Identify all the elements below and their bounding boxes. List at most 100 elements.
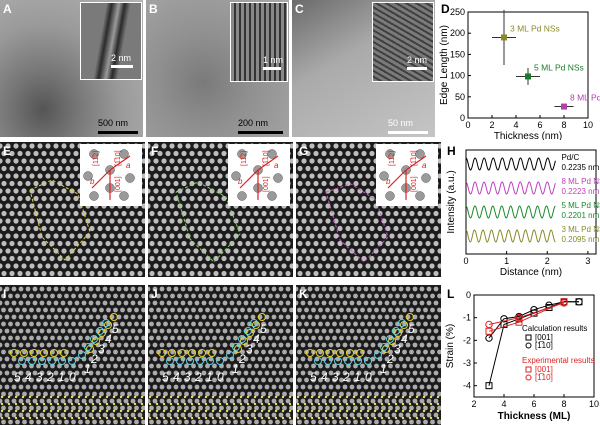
lattice-atom [325,233,331,239]
lattice-atom [191,419,196,425]
lattice-atom [81,225,87,232]
lattice-atom [313,225,319,232]
lattice-atom [0,412,3,418]
lattice-atom [342,384,348,390]
lattice-atom [289,143,293,149]
lattice-atom [278,300,284,306]
lattice-atom [370,398,376,404]
marker-dot [415,416,419,420]
marker-dot [49,409,53,413]
yellow-marker [20,349,28,357]
lattice-atom [285,384,291,390]
panel-label-e: E [3,144,12,158]
panel-b-inset: 1 nm [230,2,288,82]
lattice-atom [69,263,75,269]
marker-dot [28,402,32,406]
lattice-atom [349,370,355,376]
lattice-atom [57,165,63,172]
lattice-atom [43,377,48,383]
lattice-atom [296,412,299,418]
lattice-atom [1,255,7,262]
lattice-atom [363,370,369,376]
diagonal-number: 4 [105,332,112,346]
lattice-atom [92,377,97,383]
lattice-atom [285,398,291,404]
lattice-atom [67,300,73,306]
lattice-atom [254,391,259,397]
lattice-atom [53,203,59,209]
marker-dot [197,402,201,406]
marker-dot [260,416,264,420]
lattice-atom [71,307,76,313]
lattice-atom [177,419,182,425]
lattice-atom [149,363,154,369]
lattice-atom [339,293,344,299]
y-tick-label: 50 [455,92,465,102]
lattice-atom [0,384,3,390]
lattice-atom [137,370,143,376]
lattice-atom [285,286,291,292]
lattice-atom [314,286,320,292]
panel-b-inset-scalebar [263,67,281,70]
lattice-atom [88,314,94,320]
atom [119,191,129,201]
lattice-atom [423,307,428,313]
lattice-atom [71,419,76,425]
legend-exp-title: Experimental results [522,356,594,365]
legend-marker [525,342,532,349]
lattice-atom [102,370,108,376]
marker-dot [338,409,342,413]
marker-dot [119,402,123,406]
lattice-atom [149,405,154,411]
lattice-atom [365,203,371,209]
lattice-atom [127,321,132,327]
diagonal-number: 1 [232,362,239,376]
cyan-marker [102,319,110,327]
legend-entry: [001] [535,365,553,374]
lattice-atom [113,210,119,217]
lattice-atom [253,210,259,217]
lattice-atom [39,286,45,292]
lattice-atom [349,314,355,320]
lattice-atom [282,349,287,355]
lattice-atom [163,405,168,411]
lattice-atom [141,349,145,355]
lattice-atom [282,391,287,397]
cyan-marker [364,357,372,365]
lattice-atom [36,321,41,327]
lattice-atom [433,384,439,390]
lattice-atom [393,225,399,232]
marker-dot [176,409,180,413]
lattice-atom [377,356,383,362]
lattice-atom [289,307,293,313]
lattice-atom [120,391,125,397]
lattice-atom [78,307,83,313]
marker-dot [91,402,95,406]
lattice-atom [1,349,6,355]
lattice-atom [18,328,24,334]
lattice-atom [401,240,407,247]
marker-dot [77,416,81,420]
lattice-atom [71,391,76,397]
atom [89,191,99,201]
lattice-atom [141,188,145,194]
marker-dot [155,395,159,399]
lattice-atom [437,307,441,313]
lattice-atom [137,270,143,277]
lattice-atom [130,398,136,404]
lattice-atom [297,321,302,327]
axis-a [405,155,427,171]
lattice-atom [106,377,111,383]
lattice-atom [329,270,335,277]
lattice-atom [349,158,355,164]
lattice-atom [185,248,191,254]
lattice-atom [177,391,182,397]
marker-dot [28,409,32,413]
lattice-atom [130,384,136,390]
y-tick-label: 250 [450,7,465,17]
lattice-atom [301,218,307,224]
lattice-atom [134,335,139,341]
lattice-atom [57,307,62,313]
lattice-atom [187,342,193,348]
